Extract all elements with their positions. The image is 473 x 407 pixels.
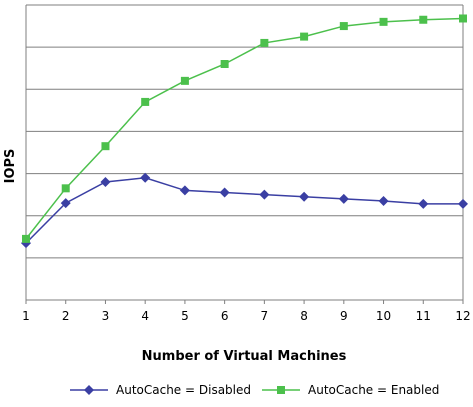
- legend-label: AutoCache = Enabled: [308, 383, 439, 397]
- legend-item: AutoCache = Enabled: [262, 383, 439, 397]
- series-1: [22, 14, 467, 243]
- data-point: [459, 14, 467, 23]
- data-point: [379, 17, 388, 26]
- x-tick-label: 9: [340, 309, 348, 323]
- y-axis-title: IOPS: [3, 149, 18, 184]
- data-point: [260, 38, 269, 47]
- data-point: [338, 193, 349, 204]
- legend-marker: [277, 386, 285, 394]
- data-point: [219, 187, 230, 198]
- series: [21, 14, 468, 249]
- x-tick-label: 11: [416, 309, 431, 323]
- grid-lines: [26, 4, 463, 259]
- series-line: [25, 17, 464, 240]
- data-point: [339, 22, 348, 31]
- x-tick-label: 1: [22, 309, 30, 323]
- series-line: [25, 177, 463, 244]
- x-tick-label: 5: [181, 309, 189, 323]
- legend-marker: [84, 385, 94, 395]
- data-point: [299, 191, 310, 202]
- x-axis-title: Number of Virtual Machines: [142, 349, 347, 364]
- legend: AutoCache = Disabled AutoCache = Enabled: [70, 383, 439, 397]
- x-tick-label: 12: [455, 309, 470, 323]
- legend-label: AutoCache = Disabled: [116, 383, 251, 397]
- x-tick-label: 4: [141, 309, 149, 323]
- data-point: [61, 184, 70, 193]
- data-point: [141, 97, 150, 106]
- data-point: [300, 32, 309, 41]
- x-tick-label: 6: [221, 309, 229, 323]
- axes: [25, 5, 464, 301]
- data-point: [100, 177, 111, 187]
- x-tick-label: 3: [102, 309, 110, 323]
- data-point: [22, 234, 30, 243]
- data-point: [101, 142, 110, 151]
- data-point: [220, 60, 229, 68]
- x-tick-label: 2: [62, 309, 70, 323]
- x-tick-label: 8: [300, 309, 308, 323]
- x-tick-label: 7: [261, 309, 269, 323]
- data-point: [378, 195, 389, 206]
- data-point: [179, 185, 190, 196]
- data-point: [60, 198, 71, 209]
- x-tick-label: 10: [376, 309, 391, 323]
- series-0: [21, 172, 468, 249]
- legend-item: AutoCache = Disabled: [70, 383, 251, 397]
- data-point: [140, 172, 151, 183]
- data-point: [458, 198, 468, 209]
- x-tick-labels: 1 2 3 4 5 6 7 8 9 10 11 12: [22, 300, 471, 323]
- data-point: [419, 15, 428, 24]
- data-point: [259, 189, 270, 200]
- data-point: [418, 198, 429, 209]
- data-point: [180, 76, 189, 85]
